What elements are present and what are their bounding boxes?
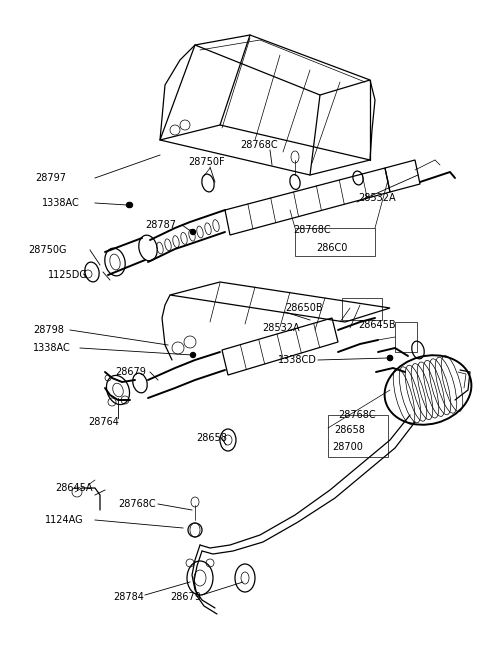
Text: 1338CD: 1338CD	[278, 355, 317, 365]
Text: 28658: 28658	[196, 433, 227, 443]
Text: 28768C: 28768C	[338, 410, 376, 420]
Text: 1338AC: 1338AC	[33, 343, 71, 353]
Text: 28532A: 28532A	[358, 193, 396, 203]
Circle shape	[127, 202, 132, 208]
Text: 28750G: 28750G	[28, 245, 67, 255]
Circle shape	[387, 355, 393, 361]
Text: 28784: 28784	[113, 592, 144, 602]
Text: 28798: 28798	[33, 325, 64, 335]
Bar	[342, 298, 382, 320]
Text: 28768C: 28768C	[240, 140, 277, 150]
Text: 28679: 28679	[115, 367, 146, 377]
Text: 28700: 28700	[332, 442, 363, 452]
Bar	[295, 228, 375, 256]
Text: 1124AG: 1124AG	[45, 515, 84, 525]
Text: 28750F: 28750F	[188, 157, 225, 167]
Text: 1338AC: 1338AC	[42, 198, 80, 208]
Text: 1125DG: 1125DG	[48, 270, 88, 280]
Text: 28645B: 28645B	[358, 320, 396, 330]
Text: 28532A: 28532A	[262, 323, 300, 333]
Text: 28650B: 28650B	[285, 303, 323, 313]
Text: 28679: 28679	[170, 592, 201, 602]
Text: 28797: 28797	[35, 173, 66, 183]
Text: 28787: 28787	[145, 220, 176, 230]
Bar	[395, 322, 417, 352]
Circle shape	[387, 355, 393, 361]
Text: 28658: 28658	[334, 425, 365, 435]
Circle shape	[191, 229, 195, 235]
Text: 28768C: 28768C	[293, 225, 331, 235]
Bar	[328, 415, 388, 457]
Circle shape	[191, 353, 195, 357]
Text: 28645A: 28645A	[55, 483, 93, 493]
Text: 28764: 28764	[88, 417, 119, 427]
Text: 28768C: 28768C	[118, 499, 156, 509]
Circle shape	[128, 202, 132, 208]
Text: 286C0: 286C0	[316, 243, 348, 253]
